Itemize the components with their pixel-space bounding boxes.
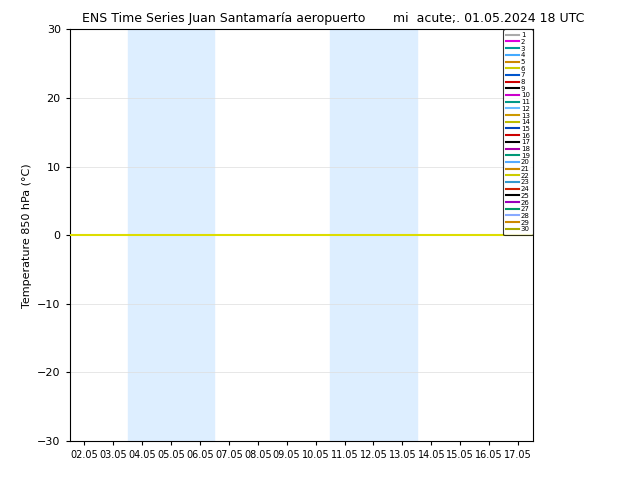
Text: ENS Time Series Juan Santamaría aeropuerto: ENS Time Series Juan Santamaría aeropuer… (82, 12, 366, 25)
Bar (127, 29, 214, 441)
Bar (330, 29, 417, 441)
Y-axis label: Temperature 850 hPa (°C): Temperature 850 hPa (°C) (22, 163, 32, 308)
Text: mi  acute;. 01.05.2024 18 UTC: mi acute;. 01.05.2024 18 UTC (393, 12, 585, 25)
Legend: 1, 2, 3, 4, 5, 6, 7, 8, 9, 10, 11, 12, 13, 14, 15, 16, 17, 18, 19, 20, 21, 22, 2: 1, 2, 3, 4, 5, 6, 7, 8, 9, 10, 11, 12, 1… (503, 29, 533, 235)
